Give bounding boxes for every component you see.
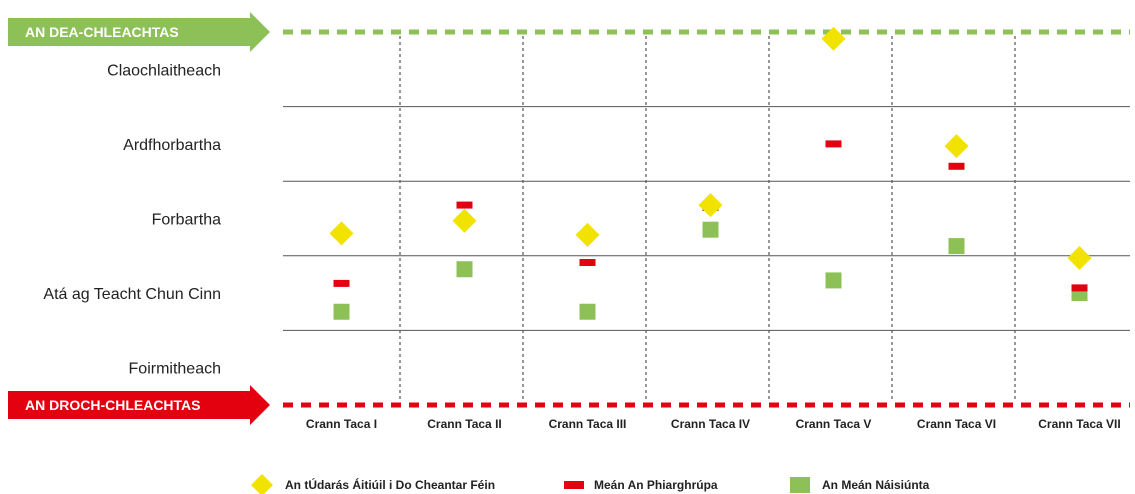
peer-group-average-dash (1071, 284, 1088, 292)
category-label: Crann Taca II (427, 417, 501, 431)
national-average-square (333, 303, 350, 320)
level-label: Atá ag Teacht Chun Cinn (43, 286, 221, 303)
top-banner-arrow (8, 12, 270, 52)
category-label: Crann Taca VII (1038, 417, 1120, 431)
local-authority-diamond (1067, 246, 1092, 271)
peer-group-average-dash (825, 140, 842, 148)
data-marks (329, 26, 1092, 320)
legend-diamond-icon (251, 474, 273, 494)
local-authority-diamond (452, 208, 477, 233)
bottom-banner: AN DROCH-CHLEACHTAS (8, 385, 1130, 425)
category-label: Crann Taca IV (671, 417, 750, 431)
local-authority-diamond (821, 26, 846, 51)
level-label: Foirmitheach (129, 361, 221, 378)
top-banner-label: AN DEA-CHLEACHTAS (25, 24, 179, 40)
bottom-banner-label: AN DROCH-CHLEACHTAS (25, 397, 201, 413)
category-labels: Crann Taca I Crann Taca II Crann Taca III C… (306, 417, 1121, 431)
top-banner: AN DEA-CHLEACHTAS (8, 12, 1130, 52)
legend-dash-icon (564, 481, 584, 489)
national-average-square (948, 238, 965, 255)
peer-group-average-dash (333, 279, 350, 287)
legend: An tÚdarás Áitiúil i Do Cheantar Féin Meá… (251, 474, 930, 494)
legend-label: An tÚdarás Áitiúil i Do Cheantar Féin (285, 477, 495, 492)
legend-square-icon (790, 477, 810, 493)
local-authority-diamond (575, 222, 600, 247)
peer-group-average-dash (948, 162, 965, 170)
level-label: Claochlaitheach (107, 62, 221, 79)
local-authority-diamond (329, 221, 354, 246)
national-average-square (579, 303, 596, 320)
level-label: Ardfhorbartha (123, 137, 221, 154)
gridlines (283, 36, 1130, 401)
local-authority-diamond (698, 193, 723, 218)
national-average-square (825, 272, 842, 289)
peer-group-average-dash (579, 259, 596, 267)
bottom-banner-arrow (8, 385, 270, 425)
legend-label: Meán An Phiarghrúpa (594, 478, 718, 492)
national-average-square (702, 221, 719, 238)
level-label: Forbartha (152, 212, 221, 229)
category-label: Crann Taca III (549, 417, 627, 431)
category-label: Crann Taca V (796, 417, 872, 431)
local-authority-diamond (944, 134, 969, 159)
peer-group-average-dash (456, 201, 473, 209)
legend-label: An Meán Náisiúnta (822, 478, 930, 492)
level-labels: Claochlaitheach Ardfhorbartha Forbartha Atá… (43, 62, 221, 377)
category-label: Crann Taca VI (917, 417, 996, 431)
category-label: Crann Taca I (306, 417, 377, 431)
national-average-square (456, 261, 473, 278)
